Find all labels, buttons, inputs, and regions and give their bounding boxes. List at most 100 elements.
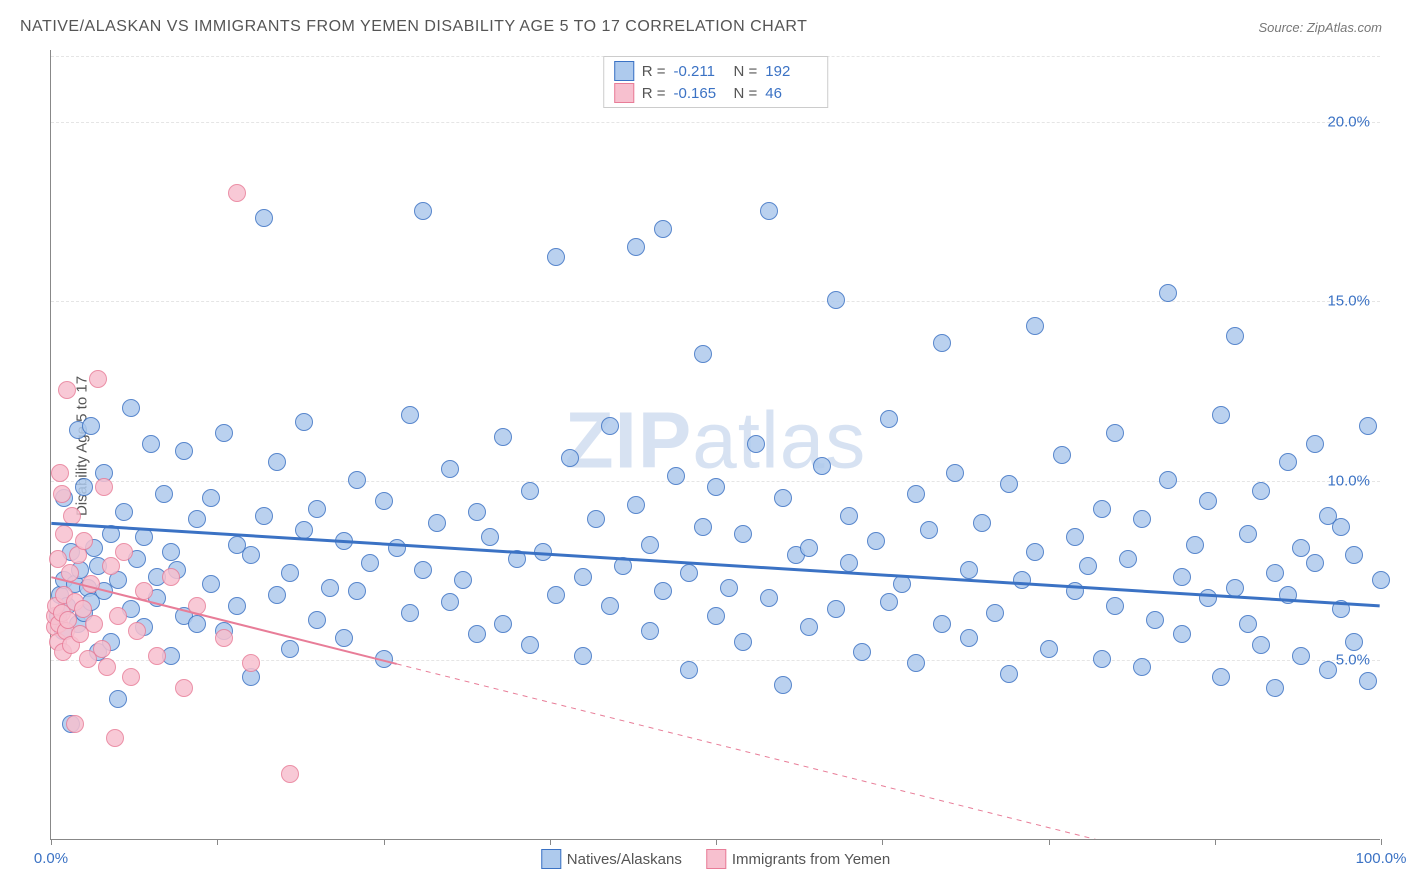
data-point: [1226, 579, 1244, 597]
data-point: [1359, 417, 1377, 435]
y-tick-label: 15.0%: [1327, 293, 1370, 310]
data-point: [1093, 500, 1111, 518]
data-point: [707, 607, 725, 625]
data-point: [521, 636, 539, 654]
data-point: [1372, 571, 1390, 589]
data-point: [547, 586, 565, 604]
data-point: [188, 597, 206, 615]
data-point: [946, 464, 964, 482]
data-point: [281, 640, 299, 658]
data-point: [494, 615, 512, 633]
data-point: [155, 485, 173, 503]
data-point: [58, 381, 76, 399]
data-point: [1345, 633, 1363, 651]
data-point: [800, 539, 818, 557]
data-point: [1279, 453, 1297, 471]
data-point: [95, 478, 113, 496]
data-point: [840, 554, 858, 572]
data-point: [1026, 317, 1044, 335]
data-point: [1345, 546, 1363, 564]
data-point: [188, 615, 206, 633]
data-point: [574, 568, 592, 586]
data-point: [361, 554, 379, 572]
data-point: [115, 543, 133, 561]
data-point: [547, 248, 565, 266]
data-point: [335, 532, 353, 550]
data-point: [321, 579, 339, 597]
legend-item-native: Natives/Alaskans: [541, 849, 682, 869]
data-point: [53, 485, 71, 503]
data-point: [867, 532, 885, 550]
data-point: [720, 579, 738, 597]
data-point: [468, 503, 486, 521]
data-point: [1292, 647, 1310, 665]
data-point: [481, 528, 499, 546]
data-point: [75, 478, 93, 496]
data-point: [1173, 568, 1191, 586]
x-tick-label: 0.0%: [34, 850, 68, 867]
data-point: [1359, 672, 1377, 690]
data-point: [534, 543, 552, 561]
data-point: [641, 622, 659, 640]
x-tick: [1215, 839, 1216, 845]
data-point: [428, 514, 446, 532]
data-point: [202, 575, 220, 593]
data-point: [734, 525, 752, 543]
data-point: [521, 482, 539, 500]
data-point: [215, 629, 233, 647]
data-point: [135, 582, 153, 600]
x-tick: [550, 839, 551, 845]
swatch-yemen-bottom: [706, 849, 726, 869]
x-tick-label: 100.0%: [1356, 850, 1406, 867]
data-point: [1226, 327, 1244, 345]
data-point: [202, 489, 220, 507]
data-point: [973, 514, 991, 532]
data-point: [106, 729, 124, 747]
y-tick-label: 5.0%: [1336, 652, 1370, 669]
data-point: [986, 604, 1004, 622]
data-point: [142, 435, 160, 453]
data-point: [1066, 582, 1084, 600]
data-point: [1146, 611, 1164, 629]
data-point: [454, 571, 472, 589]
chart-plot-area: ZIPatlas R = -0.211 N = 192 R = -0.165 N…: [50, 50, 1380, 840]
data-point: [61, 564, 79, 582]
data-point: [1266, 564, 1284, 582]
data-point: [308, 500, 326, 518]
data-point: [1332, 600, 1350, 618]
data-point: [388, 539, 406, 557]
data-point: [102, 557, 120, 575]
x-tick: [882, 839, 883, 845]
data-point: [1239, 525, 1257, 543]
y-tick-label: 10.0%: [1327, 472, 1370, 489]
data-point: [508, 550, 526, 568]
data-point: [441, 593, 459, 611]
data-point: [654, 220, 672, 238]
data-point: [162, 568, 180, 586]
data-point: [1292, 539, 1310, 557]
data-point: [85, 615, 103, 633]
data-point: [1279, 586, 1297, 604]
data-point: [707, 478, 725, 496]
data-point: [401, 604, 419, 622]
data-point: [774, 676, 792, 694]
data-point: [907, 485, 925, 503]
data-point: [827, 291, 845, 309]
data-point: [1159, 471, 1177, 489]
data-point: [175, 679, 193, 697]
data-point: [627, 496, 645, 514]
data-point: [1106, 597, 1124, 615]
data-point: [1040, 640, 1058, 658]
legend-row-yemen: R = -0.165 N = 46: [614, 83, 818, 103]
data-point: [1252, 482, 1270, 500]
data-point: [175, 442, 193, 460]
data-point: [1306, 554, 1324, 572]
data-point: [813, 457, 831, 475]
data-point: [760, 202, 778, 220]
data-point: [188, 510, 206, 528]
correlation-legend: R = -0.211 N = 192 R = -0.165 N = 46: [603, 56, 829, 108]
data-point: [494, 428, 512, 446]
data-point: [1239, 615, 1257, 633]
data-point: [1133, 510, 1151, 528]
source-label: Source: ZipAtlas.com: [1258, 20, 1382, 35]
